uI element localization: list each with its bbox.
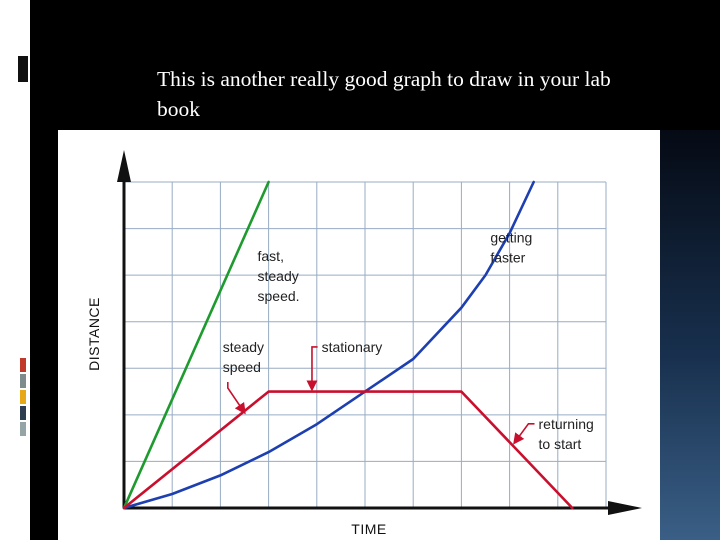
- annotation-label-line: to start: [539, 436, 582, 452]
- annotation-label: steady speed: [223, 339, 264, 375]
- annotation-label-line: stationary: [322, 339, 383, 355]
- slide-accent-bar: [20, 358, 26, 372]
- slide-left-strip: [0, 0, 30, 540]
- axes: TIME DISTANCE: [86, 150, 642, 537]
- chart-svg: TIME DISTANCE fast, steady speed.getting fa…: [86, 150, 642, 537]
- slide-background-gradient: [660, 130, 720, 540]
- y-axis-arrowhead: [117, 150, 131, 182]
- annotation-label: fast, steady speed.: [258, 248, 300, 304]
- slide-accent-bar: [20, 374, 26, 388]
- slide-side-marker: [18, 56, 28, 82]
- annotation-label-line: returning: [539, 416, 594, 432]
- annotation-label-line: faster: [490, 250, 525, 266]
- x-axis-arrowhead: [608, 501, 642, 515]
- y-axis-title: DISTANCE: [86, 297, 102, 371]
- annotation-label-line: fast,: [258, 248, 284, 264]
- grid: [123, 181, 607, 509]
- annotation-label: stationary: [322, 339, 383, 355]
- slide-accent-bar: [20, 406, 26, 420]
- x-axis-title: TIME: [351, 521, 386, 537]
- series-line-1: [122, 180, 270, 510]
- annotation-label-line: speed: [223, 359, 261, 375]
- slide-accent-bar: [20, 422, 26, 436]
- annotation-arrow: [306, 346, 318, 392]
- annotation-label: returning to start: [539, 416, 594, 452]
- annotation-label-line: steady: [223, 339, 264, 355]
- annotation-arrow: [227, 381, 246, 415]
- annotations: fast, steady speed. getting faster steady spee…: [223, 230, 594, 452]
- annotation-label-line: speed.: [258, 288, 300, 304]
- series: [122, 180, 574, 510]
- annotation-label-line: getting: [490, 230, 532, 246]
- annotation-arrow: [513, 423, 535, 445]
- distance-time-chart: TIME DISTANCE fast, steady speed. getting fa…: [58, 130, 660, 540]
- annotation-label-line: steady: [258, 268, 299, 284]
- series-line-3: [122, 390, 574, 510]
- slide-title: This is another really good graph to dra…: [157, 67, 611, 121]
- annotation-label: getting faster: [490, 230, 532, 266]
- slide-accent-bar: [20, 390, 26, 404]
